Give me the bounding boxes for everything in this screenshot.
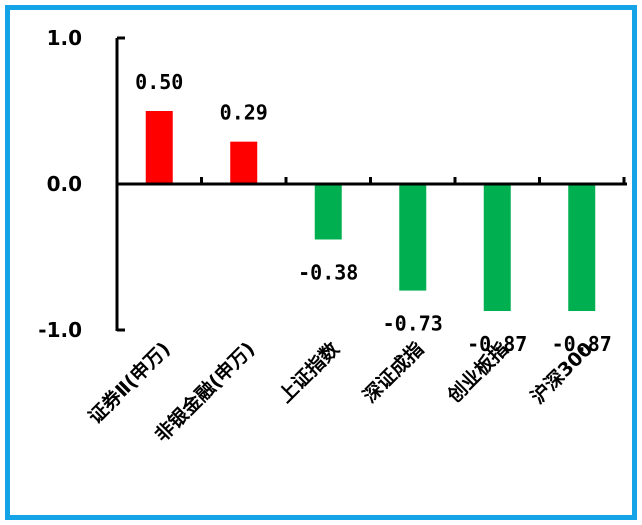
category-label: 证券Ⅱ(申万) (84, 337, 175, 428)
bar (230, 141, 258, 184)
bar (568, 184, 596, 312)
y-tick-label: -1.0 (38, 318, 82, 342)
y-tick-label: 1.0 (47, 26, 82, 50)
data-label: 0.29 (220, 101, 268, 125)
data-label: -0.87 (467, 332, 527, 356)
data-label: 0.50 (135, 70, 183, 94)
data-label: -0.73 (383, 312, 443, 336)
bar (145, 111, 173, 184)
bar (399, 184, 427, 291)
category-label: 深证成指 (358, 337, 428, 407)
y-tick-label: 0.0 (47, 172, 82, 196)
bar (483, 184, 511, 312)
data-label: -0.87 (552, 332, 612, 356)
data-label: -0.38 (298, 260, 358, 284)
bar (314, 184, 342, 240)
chart-frame (5, 5, 637, 520)
category-label: 上证指数 (274, 337, 345, 408)
